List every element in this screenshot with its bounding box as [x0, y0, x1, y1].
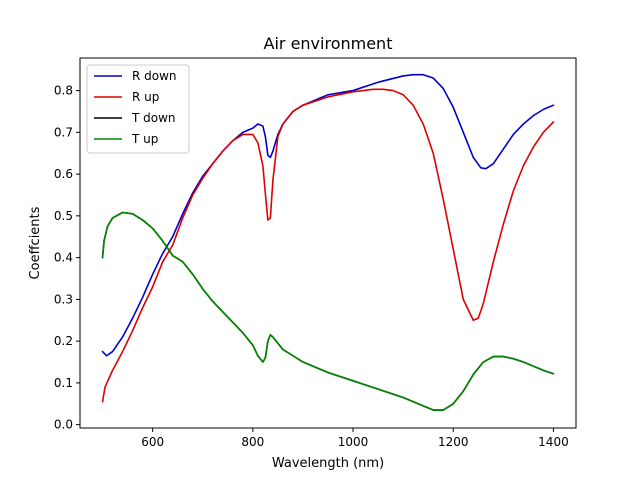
x-axis-label: Wavelength (nm): [272, 456, 384, 471]
y-tick-label: 0.3: [54, 292, 73, 306]
y-tick-label: 0.8: [54, 84, 73, 98]
legend-label: R down: [132, 69, 177, 83]
legend-label: T down: [131, 111, 176, 125]
y-tick-label: 0.2: [54, 334, 73, 348]
plot-frame: [79, 57, 577, 429]
legend-label: T up: [131, 132, 158, 146]
chart-title: Air environment: [264, 34, 393, 53]
legend-label: R up: [132, 90, 159, 104]
y-axis-label: Coeffcients: [28, 206, 43, 279]
legend-box: [86, 64, 190, 154]
x-axis: 600 800 1000 1200 1400: [141, 428, 569, 449]
x-tick-label: 1400: [538, 435, 569, 449]
y-tick-label: 0.6: [54, 167, 73, 181]
x-tick-label: 800: [241, 435, 264, 449]
y-tick-label: 0.7: [54, 125, 73, 139]
y-tick-label: 0.0: [54, 418, 73, 432]
y-tick-label: 0.1: [54, 376, 73, 390]
x-tick-label: 600: [141, 435, 164, 449]
legend: R down R up T down T up: [86, 64, 190, 154]
series-line-t-up: [101, 211, 555, 411]
y-tick-label: 0.4: [54, 251, 73, 265]
series-layer: [101, 73, 555, 411]
x-tick-label: 1200: [438, 435, 469, 449]
y-tick-label: 0.5: [54, 209, 73, 223]
series-line-r-up: [101, 88, 555, 403]
y-axis: 0.0 0.1 0.2 0.3 0.4 0.5 0.6 0.7 0.8: [54, 84, 80, 432]
x-tick-label: 1000: [338, 435, 369, 449]
